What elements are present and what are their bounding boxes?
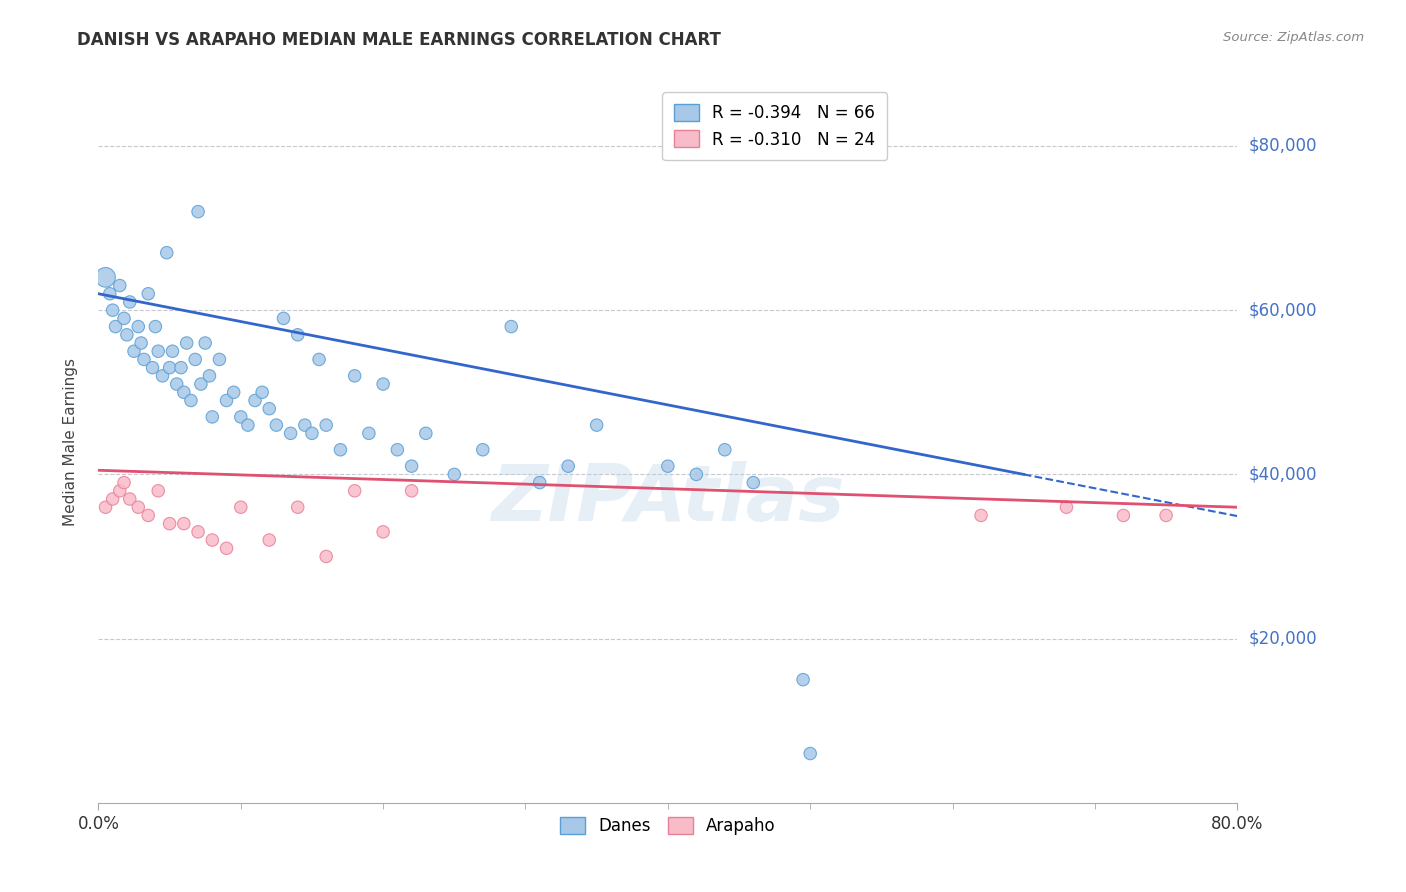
Point: [184, 352, 207, 367]
Point: [742, 475, 765, 490]
Point: [970, 508, 993, 523]
Point: [180, 393, 202, 408]
Point: [373, 524, 395, 539]
Point: [145, 319, 167, 334]
Legend: Danes, Arapaho: Danes, Arapaho: [550, 807, 786, 845]
Text: $20,000: $20,000: [1249, 630, 1317, 648]
Text: $60,000: $60,000: [1249, 301, 1317, 319]
Point: [799, 747, 821, 761]
Point: [401, 459, 423, 474]
Point: [266, 418, 288, 433]
Point: [112, 475, 135, 490]
Point: [443, 467, 465, 482]
Point: [1112, 508, 1135, 523]
Point: [301, 426, 323, 441]
Point: [104, 319, 127, 334]
Point: [401, 483, 423, 498]
Point: [176, 336, 198, 351]
Point: [115, 327, 138, 342]
Point: [129, 336, 152, 351]
Point: [166, 377, 188, 392]
Point: [98, 286, 121, 301]
Point: [294, 418, 316, 433]
Point: [156, 245, 179, 260]
Point: [187, 524, 209, 539]
Point: [118, 491, 141, 506]
Point: [118, 295, 141, 310]
Point: [315, 549, 337, 564]
Point: [229, 409, 252, 424]
Point: [222, 385, 245, 400]
Point: [94, 500, 117, 515]
Point: [194, 336, 217, 351]
Point: [201, 409, 224, 424]
Point: [162, 344, 184, 359]
Point: [471, 442, 494, 457]
Point: [148, 344, 170, 359]
Point: [94, 270, 117, 285]
Point: [201, 533, 224, 547]
Point: [357, 426, 380, 441]
Point: [215, 393, 238, 408]
Point: [501, 319, 523, 334]
Text: $80,000: $80,000: [1249, 137, 1317, 155]
Point: [132, 352, 155, 367]
Point: [208, 352, 231, 367]
Point: [373, 377, 395, 392]
Text: ZIPAtlas: ZIPAtlas: [491, 461, 845, 537]
Point: [287, 500, 309, 515]
Y-axis label: Median Male Earnings: Median Male Earnings: [63, 358, 77, 525]
Point: [159, 516, 181, 531]
Point: [187, 204, 209, 219]
Point: [657, 459, 679, 474]
Point: [529, 475, 551, 490]
Point: [259, 401, 281, 416]
Point: [148, 483, 170, 498]
Point: [170, 360, 193, 375]
Point: [243, 393, 266, 408]
Point: [343, 483, 366, 498]
Point: [112, 311, 135, 326]
Point: [343, 368, 366, 383]
Point: [236, 418, 259, 433]
Point: [173, 385, 195, 400]
Point: [259, 533, 281, 547]
Point: [329, 442, 352, 457]
Point: [792, 673, 814, 687]
Point: [108, 278, 131, 293]
Point: [557, 459, 579, 474]
Point: [280, 426, 302, 441]
Point: [122, 344, 145, 359]
Point: [101, 491, 124, 506]
Text: DANISH VS ARAPAHO MEDIAN MALE EARNINGS CORRELATION CHART: DANISH VS ARAPAHO MEDIAN MALE EARNINGS C…: [77, 31, 721, 49]
Point: [315, 418, 337, 433]
Point: [136, 286, 159, 301]
Text: Source: ZipAtlas.com: Source: ZipAtlas.com: [1223, 31, 1364, 45]
Point: [273, 311, 295, 326]
Point: [152, 368, 174, 383]
Point: [159, 360, 181, 375]
Point: [685, 467, 707, 482]
Point: [215, 541, 238, 556]
Point: [101, 303, 124, 318]
Point: [287, 327, 309, 342]
Point: [127, 500, 149, 515]
Point: [250, 385, 273, 400]
Point: [1056, 500, 1078, 515]
Point: [229, 500, 252, 515]
Point: [1154, 508, 1177, 523]
Point: [714, 442, 737, 457]
Point: [308, 352, 330, 367]
Point: [141, 360, 163, 375]
Point: [387, 442, 409, 457]
Point: [198, 368, 221, 383]
Text: $40,000: $40,000: [1249, 466, 1317, 483]
Point: [190, 377, 212, 392]
Point: [136, 508, 159, 523]
Point: [127, 319, 149, 334]
Point: [173, 516, 195, 531]
Point: [415, 426, 437, 441]
Point: [585, 418, 607, 433]
Point: [108, 483, 131, 498]
